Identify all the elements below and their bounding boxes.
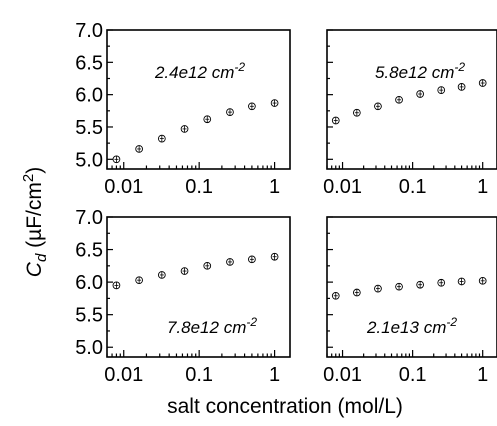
y-tick-label: 5.0 (75, 337, 103, 359)
y-tick-label: 5.0 (75, 149, 103, 171)
panel-1: 5.0 5.5 6.0 6.5 7.0 0.01 0.1 1 2.4e12 cm-2 (75, 20, 291, 198)
data-point (352, 288, 361, 297)
data-point (248, 102, 256, 111)
data-point (437, 278, 446, 287)
panel-2: 0.01 0.1 1 5.8e12 cm-2 (323, 29, 497, 198)
data-point (203, 261, 212, 270)
x-tick-label: 0.01 (323, 364, 362, 386)
data-point (135, 276, 143, 285)
x-tick-label: 0.1 (185, 176, 213, 198)
x-tick-label: 0.1 (399, 364, 427, 386)
panel-label: 5.8e12 cm-2 (375, 60, 465, 82)
data-point (457, 83, 466, 91)
data-point (180, 125, 189, 133)
panel-frame (326, 29, 497, 170)
data-point (395, 282, 403, 291)
x-tick-label: 0.01 (323, 176, 362, 198)
panel-label: 7.8e12 cm-2 (167, 315, 257, 337)
data-point (226, 258, 234, 266)
x-tick-label: 1 (477, 364, 488, 386)
data-point (416, 90, 424, 98)
x-tick-label: 0.01 (104, 176, 143, 198)
data-point (352, 108, 361, 117)
panel-frame (106, 216, 291, 358)
panel-3: 5.0 5.5 6.0 6.5 7.0 0.01 0.1 1 7.8e12 cm-2 (75, 207, 291, 386)
x-tick-label: 0.01 (104, 364, 143, 386)
data-point (157, 134, 166, 143)
y-tick-label: 6.0 (75, 272, 103, 294)
data-point (180, 267, 189, 275)
data-point (457, 277, 466, 286)
y-tick-label: 6.5 (75, 52, 103, 74)
data-point (374, 102, 382, 111)
panel-label: 2.4e12 cm-2 (154, 60, 245, 82)
data-point (270, 99, 279, 107)
data-point (331, 291, 340, 300)
data-point (416, 280, 424, 289)
y-tick-label: 7.0 (75, 207, 103, 229)
x-tick-label: 1 (477, 176, 488, 198)
data-point (437, 86, 446, 94)
data-point (112, 281, 121, 290)
y-tick-label: 5.5 (75, 305, 103, 327)
y-tick-label: 5.5 (75, 117, 103, 139)
x-tick-label: 0.1 (399, 176, 427, 198)
data-point (478, 79, 487, 87)
x-tick-label: 1 (269, 176, 280, 198)
data-point (270, 252, 279, 261)
panel-4: 0.01 0.1 1 2.1e13 cm-2 (323, 216, 497, 386)
data-point (135, 145, 143, 153)
y-tick-label: 7.0 (75, 20, 103, 42)
y-axis-label: Cd (µF/cm2) (20, 167, 50, 277)
data-point (157, 271, 166, 279)
data-point (478, 276, 487, 285)
data-point (395, 95, 403, 104)
panel-label: 2.1e13 cm-2 (366, 315, 457, 337)
data-point (112, 155, 121, 164)
x-axis-label: salt concentration (mol/L) (167, 395, 403, 418)
panel-frame (106, 29, 291, 170)
y-tick-label: 6.0 (75, 85, 103, 107)
panel-frame (326, 216, 497, 358)
panels: 5.05.56.06.57.00.01 0.1 12.4e12 cm-20.01 0.… (75, 20, 497, 386)
data-point (226, 108, 234, 116)
data-point (331, 116, 340, 125)
y-tick-label: 6.5 (75, 240, 103, 262)
data-point (203, 115, 212, 124)
data-point (248, 255, 256, 264)
x-tick-label: 1 (269, 364, 280, 386)
data-point (374, 284, 382, 293)
x-tick-label: 0.1 (185, 364, 213, 386)
